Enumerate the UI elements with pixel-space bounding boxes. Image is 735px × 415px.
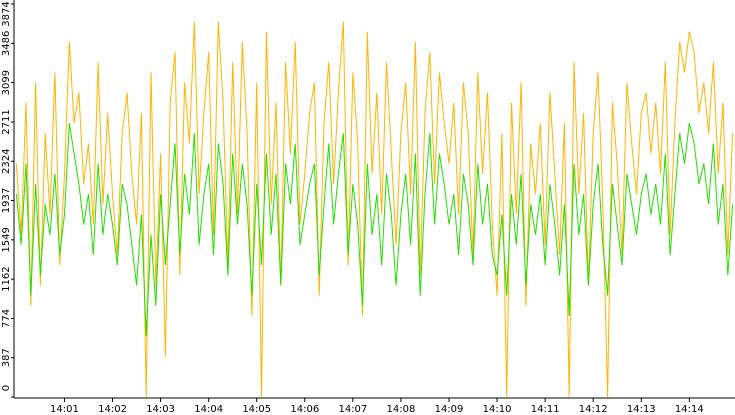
- y-tick-label: 1549: [1, 227, 12, 252]
- x-tick-label: 14:06: [290, 404, 319, 415]
- x-tick-label: 14:09: [435, 404, 464, 415]
- x-tick-label: 14:01: [50, 404, 79, 415]
- x-tick-label: 14:11: [531, 404, 560, 415]
- x-tick-label: 14:07: [338, 404, 367, 415]
- y-tick-label: 3099: [1, 70, 12, 95]
- x-tick-label: 14:05: [242, 404, 271, 415]
- x-tick-label: 14:02: [98, 404, 127, 415]
- x-tick-label: 14:03: [146, 404, 175, 415]
- series-line: [15, 122, 734, 337]
- y-tick-label: 0: [1, 385, 12, 391]
- y-tick-label: 387: [1, 348, 12, 367]
- y-tick-label: 1162: [1, 266, 12, 291]
- x-tick-label: 14:04: [194, 404, 223, 415]
- series-line: [15, 21, 734, 398]
- y-tick-label: 3486: [1, 31, 12, 56]
- x-tick-label: 14:08: [387, 404, 416, 415]
- x-tick-label: 14:12: [579, 404, 608, 415]
- y-tick-label: 774: [1, 309, 12, 328]
- x-tick-label: 14:13: [627, 404, 656, 415]
- y-tick-label: 3874: [1, 1, 12, 26]
- y-tick-label: 1937: [1, 188, 12, 213]
- x-tick-label: 14:14: [675, 404, 704, 415]
- x-tick-label: 14:10: [483, 404, 512, 415]
- y-tick-label: 2711: [1, 109, 12, 134]
- y-tick-label: 2324: [1, 149, 12, 174]
